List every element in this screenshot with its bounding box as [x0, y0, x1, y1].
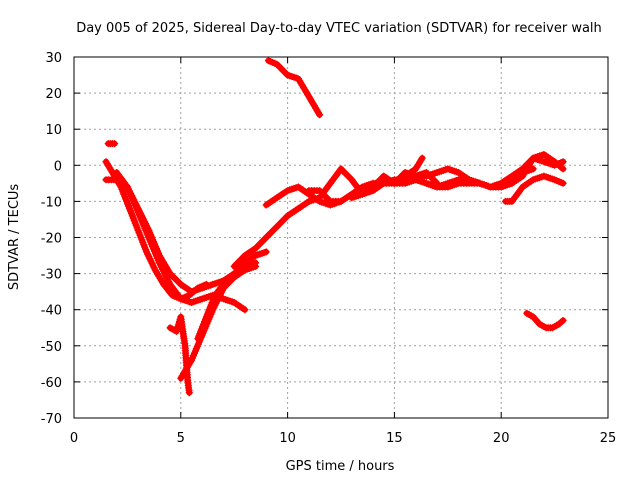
series-markers	[502, 172, 567, 205]
x-tick-label: 10	[279, 431, 296, 446]
series-arc-1	[102, 158, 210, 303]
series-arc-3	[113, 169, 249, 314]
x-axis-label: GPS time / hours	[286, 459, 395, 474]
x-tick-label: 0	[70, 431, 78, 446]
y-tick-label: -70	[41, 412, 62, 427]
series-arc-18	[502, 172, 567, 205]
series-arc-10	[264, 57, 324, 119]
x-tick-label: 20	[493, 431, 510, 446]
series-arc-7	[194, 259, 260, 343]
y-tick-label: 0	[54, 159, 62, 174]
series-markers	[523, 309, 567, 332]
series-band	[265, 57, 323, 118]
y-tick-label: 30	[45, 51, 62, 66]
ticks: 0 5 10 15 20 25 30 20 10 0 -10 -20 -30 -40 -50 -60 -70	[41, 51, 617, 446]
series-arc-4	[104, 140, 119, 148]
y-tick-label: -50	[41, 340, 62, 355]
y-tick-label: 20	[45, 87, 62, 102]
x-tick-label: 5	[177, 431, 185, 446]
y-tick-label: -60	[41, 376, 62, 391]
y-tick-label: -20	[41, 232, 62, 247]
y-tick-label: -40	[41, 304, 62, 319]
y-axis-label: SDTVAR / TECUs	[7, 184, 22, 291]
series-arc-5	[166, 313, 193, 397]
series-arc-19	[508, 151, 567, 187]
series-arc-9	[230, 194, 324, 270]
series-markers	[104, 140, 119, 148]
series-markers	[230, 194, 324, 270]
data-series	[102, 57, 567, 397]
y-tick-label: 10	[45, 123, 62, 138]
x-tick-label: 25	[600, 431, 617, 446]
x-tick-label: 15	[386, 431, 403, 446]
chart-title: Day 005 of 2025, Sidereal Day-to-day VTE…	[76, 21, 602, 36]
series-markers	[113, 169, 249, 314]
series-markers	[508, 151, 567, 187]
y-tick-label: -30	[41, 268, 62, 283]
series-markers	[194, 259, 260, 343]
y-tick-label: -10	[41, 195, 62, 210]
series-markers	[264, 57, 324, 119]
series-arc-20	[523, 309, 567, 332]
